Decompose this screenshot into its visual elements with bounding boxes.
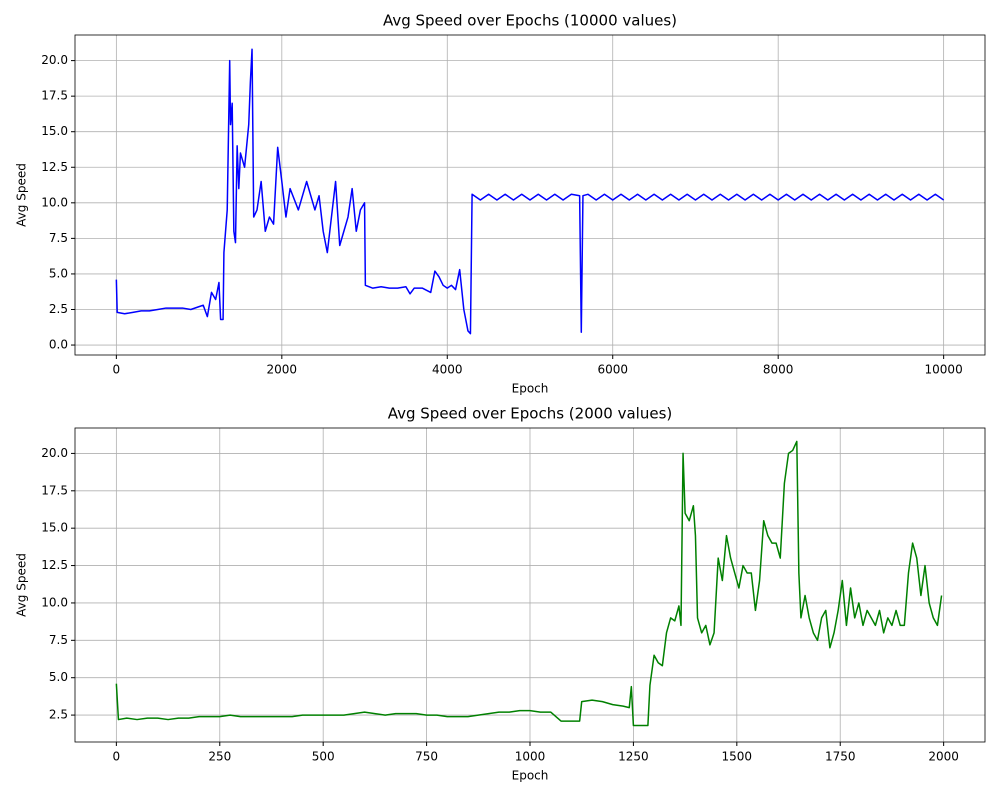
x-tick-label: 8000: [763, 363, 794, 377]
x-tick-label: 1750: [825, 750, 856, 764]
x-tick-label: 10000: [925, 363, 963, 377]
y-tick-label: 17.5: [41, 89, 68, 103]
y-tick-label: 0.0: [49, 338, 68, 352]
plot-area: [75, 35, 985, 355]
y-tick-label: 20.0: [41, 53, 68, 67]
data-line: [115, 48, 945, 335]
y-tick-label: 20.0: [41, 446, 68, 460]
chart-title: Avg Speed over Epochs (2000 values): [388, 405, 673, 423]
y-tick-label: 10.0: [41, 195, 68, 209]
x-axis-label: Epoch: [512, 769, 549, 783]
x-tick-label: 2000: [267, 363, 298, 377]
y-tick-label: 15.0: [41, 521, 68, 535]
x-tick-label: 0: [113, 750, 121, 764]
x-tick-label: 1250: [618, 750, 649, 764]
y-axis-label: Avg Speed: [15, 553, 29, 617]
y-tick-label: 5.0: [49, 670, 68, 684]
axes-frame: [74, 34, 986, 356]
y-tick-label: 7.5: [49, 633, 68, 647]
x-tick-label: 250: [208, 750, 231, 764]
y-tick-label: 2.5: [49, 708, 68, 722]
x-tick-label: 0: [113, 363, 121, 377]
y-tick-label: 15.0: [41, 124, 68, 138]
data-line: [115, 440, 943, 727]
y-tick-label: 12.5: [41, 160, 68, 174]
x-tick-label: 1500: [722, 750, 753, 764]
x-tick-label: 1000: [515, 750, 546, 764]
x-tick-label: 500: [312, 750, 335, 764]
chart-title: Avg Speed over Epochs (10000 values): [383, 12, 677, 30]
x-axis-label: Epoch: [512, 382, 549, 396]
y-tick-label: 17.5: [41, 483, 68, 497]
x-tick-label: 2000: [928, 750, 959, 764]
y-tick-label: 2.5: [49, 302, 68, 316]
y-tick-label: 7.5: [49, 231, 68, 245]
y-tick-label: 12.5: [41, 558, 68, 572]
y-tick-label: 5.0: [49, 266, 68, 280]
axes-frame: [74, 427, 986, 743]
y-axis-label: Avg Speed: [15, 163, 29, 227]
x-tick-label: 4000: [432, 363, 463, 377]
x-tick-label: 6000: [597, 363, 628, 377]
x-tick-label: 750: [415, 750, 438, 764]
y-tick-label: 10.0: [41, 595, 68, 609]
